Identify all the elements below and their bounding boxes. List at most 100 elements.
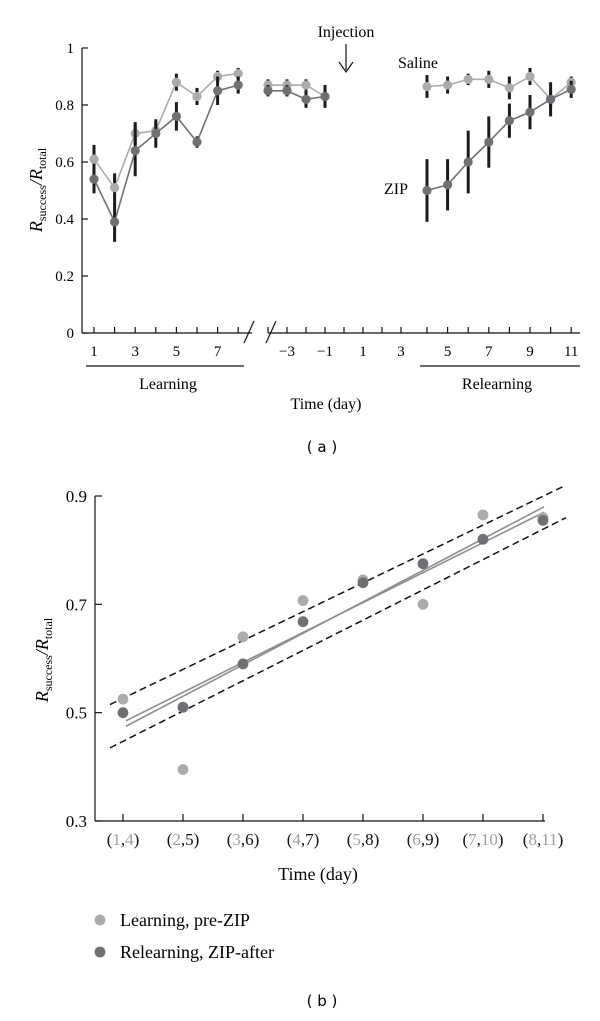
zip-point	[443, 180, 453, 190]
saline-point	[192, 91, 202, 102]
saline-point	[525, 71, 535, 82]
y-tick-label: 0.9	[66, 487, 87, 506]
saline-point	[504, 83, 514, 93]
relearning-zip-after-point	[177, 701, 189, 713]
relearning-zip-after-point	[417, 558, 429, 570]
zip-point	[566, 84, 576, 94]
x-tick-label: 5	[173, 344, 181, 360]
y-tick-label: 0.5	[66, 704, 87, 723]
relearning-zip-after-point	[297, 616, 309, 628]
zip-point	[546, 94, 556, 104]
saline-line	[93, 72, 239, 190]
x-tick-label: 3	[397, 344, 405, 360]
section-label-relearning: Relearning	[462, 376, 532, 393]
axis-break	[243, 320, 255, 344]
zip-point	[422, 185, 432, 196]
zip-point	[301, 94, 311, 104]
zip-point	[192, 137, 202, 147]
learning-pre-zip-point	[117, 693, 129, 705]
relearning-zip-after-point	[537, 514, 549, 526]
saline-label: Saline	[398, 55, 438, 72]
zip-point	[484, 137, 494, 147]
x-tick-label: (4,7)	[287, 830, 320, 849]
relearning-zip-after-point	[477, 533, 489, 545]
zip-point	[320, 91, 330, 102]
saline-point	[301, 80, 311, 90]
y-tick-label: 0.3	[66, 812, 87, 831]
x-tick-label: 7	[214, 344, 222, 360]
legend-relearning-zip-after-label: Relearning, ZIP-after	[120, 942, 274, 962]
chart-a: 0 0.2 0.4 0.6 0.8 1 Rsuccess/Rtotal 1 3 5 7 −3 −1 1 3 5…	[26, 24, 580, 456]
x-tick-label: (2,5)	[167, 830, 200, 849]
x-axis-label: Time (day)	[278, 864, 358, 885]
panel-label-b: ( b )	[307, 992, 338, 1010]
zip-point	[151, 128, 161, 139]
learning-pre-zip-point	[297, 595, 309, 606]
learning-pre-zip-point	[177, 764, 189, 775]
saline-line	[268, 84, 326, 98]
relearning-zip-after-point	[117, 707, 129, 719]
y-axis-label: Rsuccess/Rtotal	[32, 617, 55, 703]
y-tick-label: 0.6	[55, 155, 74, 171]
x-tick-label: (3,6)	[227, 830, 260, 849]
zip-point	[282, 86, 292, 96]
y-tick-label: 0.2	[55, 269, 74, 285]
confidence-band-upper	[109, 484, 567, 706]
x-tick-label: 5	[444, 344, 452, 360]
fit-line	[125, 511, 545, 722]
legend-relearning-zip-after-marker	[94, 946, 106, 958]
x-tick-label: 11	[564, 344, 578, 360]
zip-point	[463, 157, 473, 167]
x-tick-label: (6,9)	[407, 830, 440, 849]
x-tick-label: (7,10)	[462, 830, 503, 849]
legend-learning-pre-zip-label: Learning, pre-ZIP	[120, 910, 250, 930]
x-tick-label: (5,8)	[347, 830, 380, 849]
axis-break	[265, 320, 277, 344]
zip-point	[263, 86, 273, 96]
saline-point	[110, 183, 120, 193]
zip-label: ZIP	[384, 181, 408, 198]
relearning-zip-after-point	[357, 577, 369, 589]
injection-arrowhead	[338, 61, 354, 74]
x-tick-label: (1,4)	[107, 830, 140, 849]
panel-label-a: ( a )	[307, 438, 337, 456]
saline-point	[233, 69, 243, 79]
x-tick-label: −3	[279, 344, 295, 360]
saline-point	[484, 74, 494, 84]
zip-point	[89, 174, 99, 184]
relearning-zip-after-point	[237, 658, 249, 670]
learning-pre-zip-point	[237, 631, 249, 643]
section-label-learning: Learning	[139, 376, 197, 393]
y-tick-label: 0.7	[66, 595, 88, 614]
y-tick-label: 1	[67, 41, 75, 57]
y-tick-label: 0	[67, 326, 75, 342]
confidence-band-lower	[109, 516, 567, 749]
legend-learning-pre-zip-marker	[94, 914, 106, 926]
saline-point	[443, 80, 453, 90]
y-axis-label: Rsuccess/Rtotal	[26, 147, 49, 233]
x-axis-label: Time (day)	[291, 396, 362, 413]
zip-point	[525, 107, 535, 117]
y-tick-label: 0.8	[55, 98, 74, 114]
zip-point	[504, 116, 514, 126]
saline-point	[171, 77, 181, 87]
learning-pre-zip-point	[477, 509, 489, 521]
zip-point	[171, 111, 181, 121]
zip-point	[130, 146, 140, 156]
saline-point	[89, 154, 99, 164]
x-tick-label: 1	[359, 344, 367, 360]
y-tick-label: 0.4	[55, 212, 74, 228]
zip-line	[268, 90, 326, 101]
zip-point	[233, 80, 243, 90]
x-tick-label: 1	[90, 344, 98, 360]
x-tick-label: 7	[485, 344, 493, 360]
zip-line	[93, 84, 239, 225]
zip-point	[213, 86, 223, 96]
x-tick-label: 3	[131, 344, 139, 360]
x-tick-label: −1	[317, 344, 333, 360]
saline-point	[463, 74, 473, 84]
zip-point	[110, 217, 120, 227]
saline-point	[422, 81, 432, 92]
injection-label: Injection	[318, 24, 375, 41]
